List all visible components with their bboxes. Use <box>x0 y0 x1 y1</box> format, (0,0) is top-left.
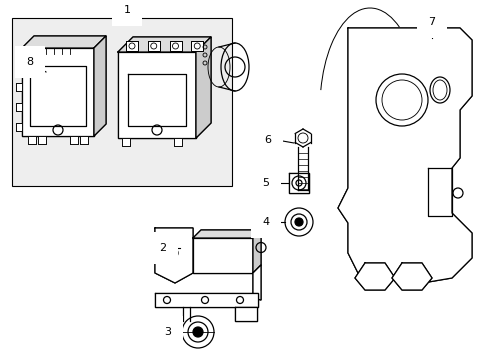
Text: 6: 6 <box>264 135 271 145</box>
Polygon shape <box>16 83 22 91</box>
Circle shape <box>193 327 203 337</box>
Polygon shape <box>16 123 22 131</box>
Polygon shape <box>122 138 130 146</box>
Circle shape <box>294 218 303 226</box>
Text: 4: 4 <box>262 217 269 227</box>
Polygon shape <box>288 173 308 193</box>
Polygon shape <box>252 230 261 273</box>
Polygon shape <box>80 136 88 144</box>
Text: 3: 3 <box>164 327 171 337</box>
Polygon shape <box>235 307 257 321</box>
Text: 3: 3 <box>164 327 171 337</box>
Polygon shape <box>354 263 394 290</box>
Polygon shape <box>193 230 261 238</box>
Polygon shape <box>28 136 36 144</box>
Polygon shape <box>126 41 138 51</box>
Polygon shape <box>155 293 258 307</box>
Text: 4: 4 <box>262 217 269 227</box>
Polygon shape <box>391 263 431 290</box>
Polygon shape <box>191 41 203 51</box>
Polygon shape <box>70 136 78 144</box>
Text: 7: 7 <box>427 17 435 27</box>
Polygon shape <box>16 103 22 111</box>
Polygon shape <box>38 136 46 144</box>
Polygon shape <box>252 265 261 300</box>
Polygon shape <box>193 238 252 273</box>
Text: 8: 8 <box>26 57 34 67</box>
Text: 5: 5 <box>262 178 269 188</box>
Polygon shape <box>118 37 210 52</box>
Polygon shape <box>147 41 160 51</box>
Polygon shape <box>16 63 22 71</box>
Text: 5: 5 <box>262 178 269 188</box>
Polygon shape <box>118 52 196 138</box>
Text: 8: 8 <box>26 57 34 67</box>
Polygon shape <box>22 48 94 136</box>
Text: 1: 1 <box>123 5 130 15</box>
Polygon shape <box>22 36 106 48</box>
FancyBboxPatch shape <box>12 18 231 186</box>
Polygon shape <box>196 37 210 138</box>
Text: 2: 2 <box>159 243 166 253</box>
Polygon shape <box>337 28 471 286</box>
Text: 2: 2 <box>159 243 166 253</box>
Polygon shape <box>169 41 181 51</box>
Text: 1: 1 <box>123 5 130 15</box>
Text: 7: 7 <box>427 23 435 33</box>
Text: 6: 6 <box>264 135 271 145</box>
Polygon shape <box>155 228 193 283</box>
Polygon shape <box>94 36 106 136</box>
Polygon shape <box>174 138 182 146</box>
